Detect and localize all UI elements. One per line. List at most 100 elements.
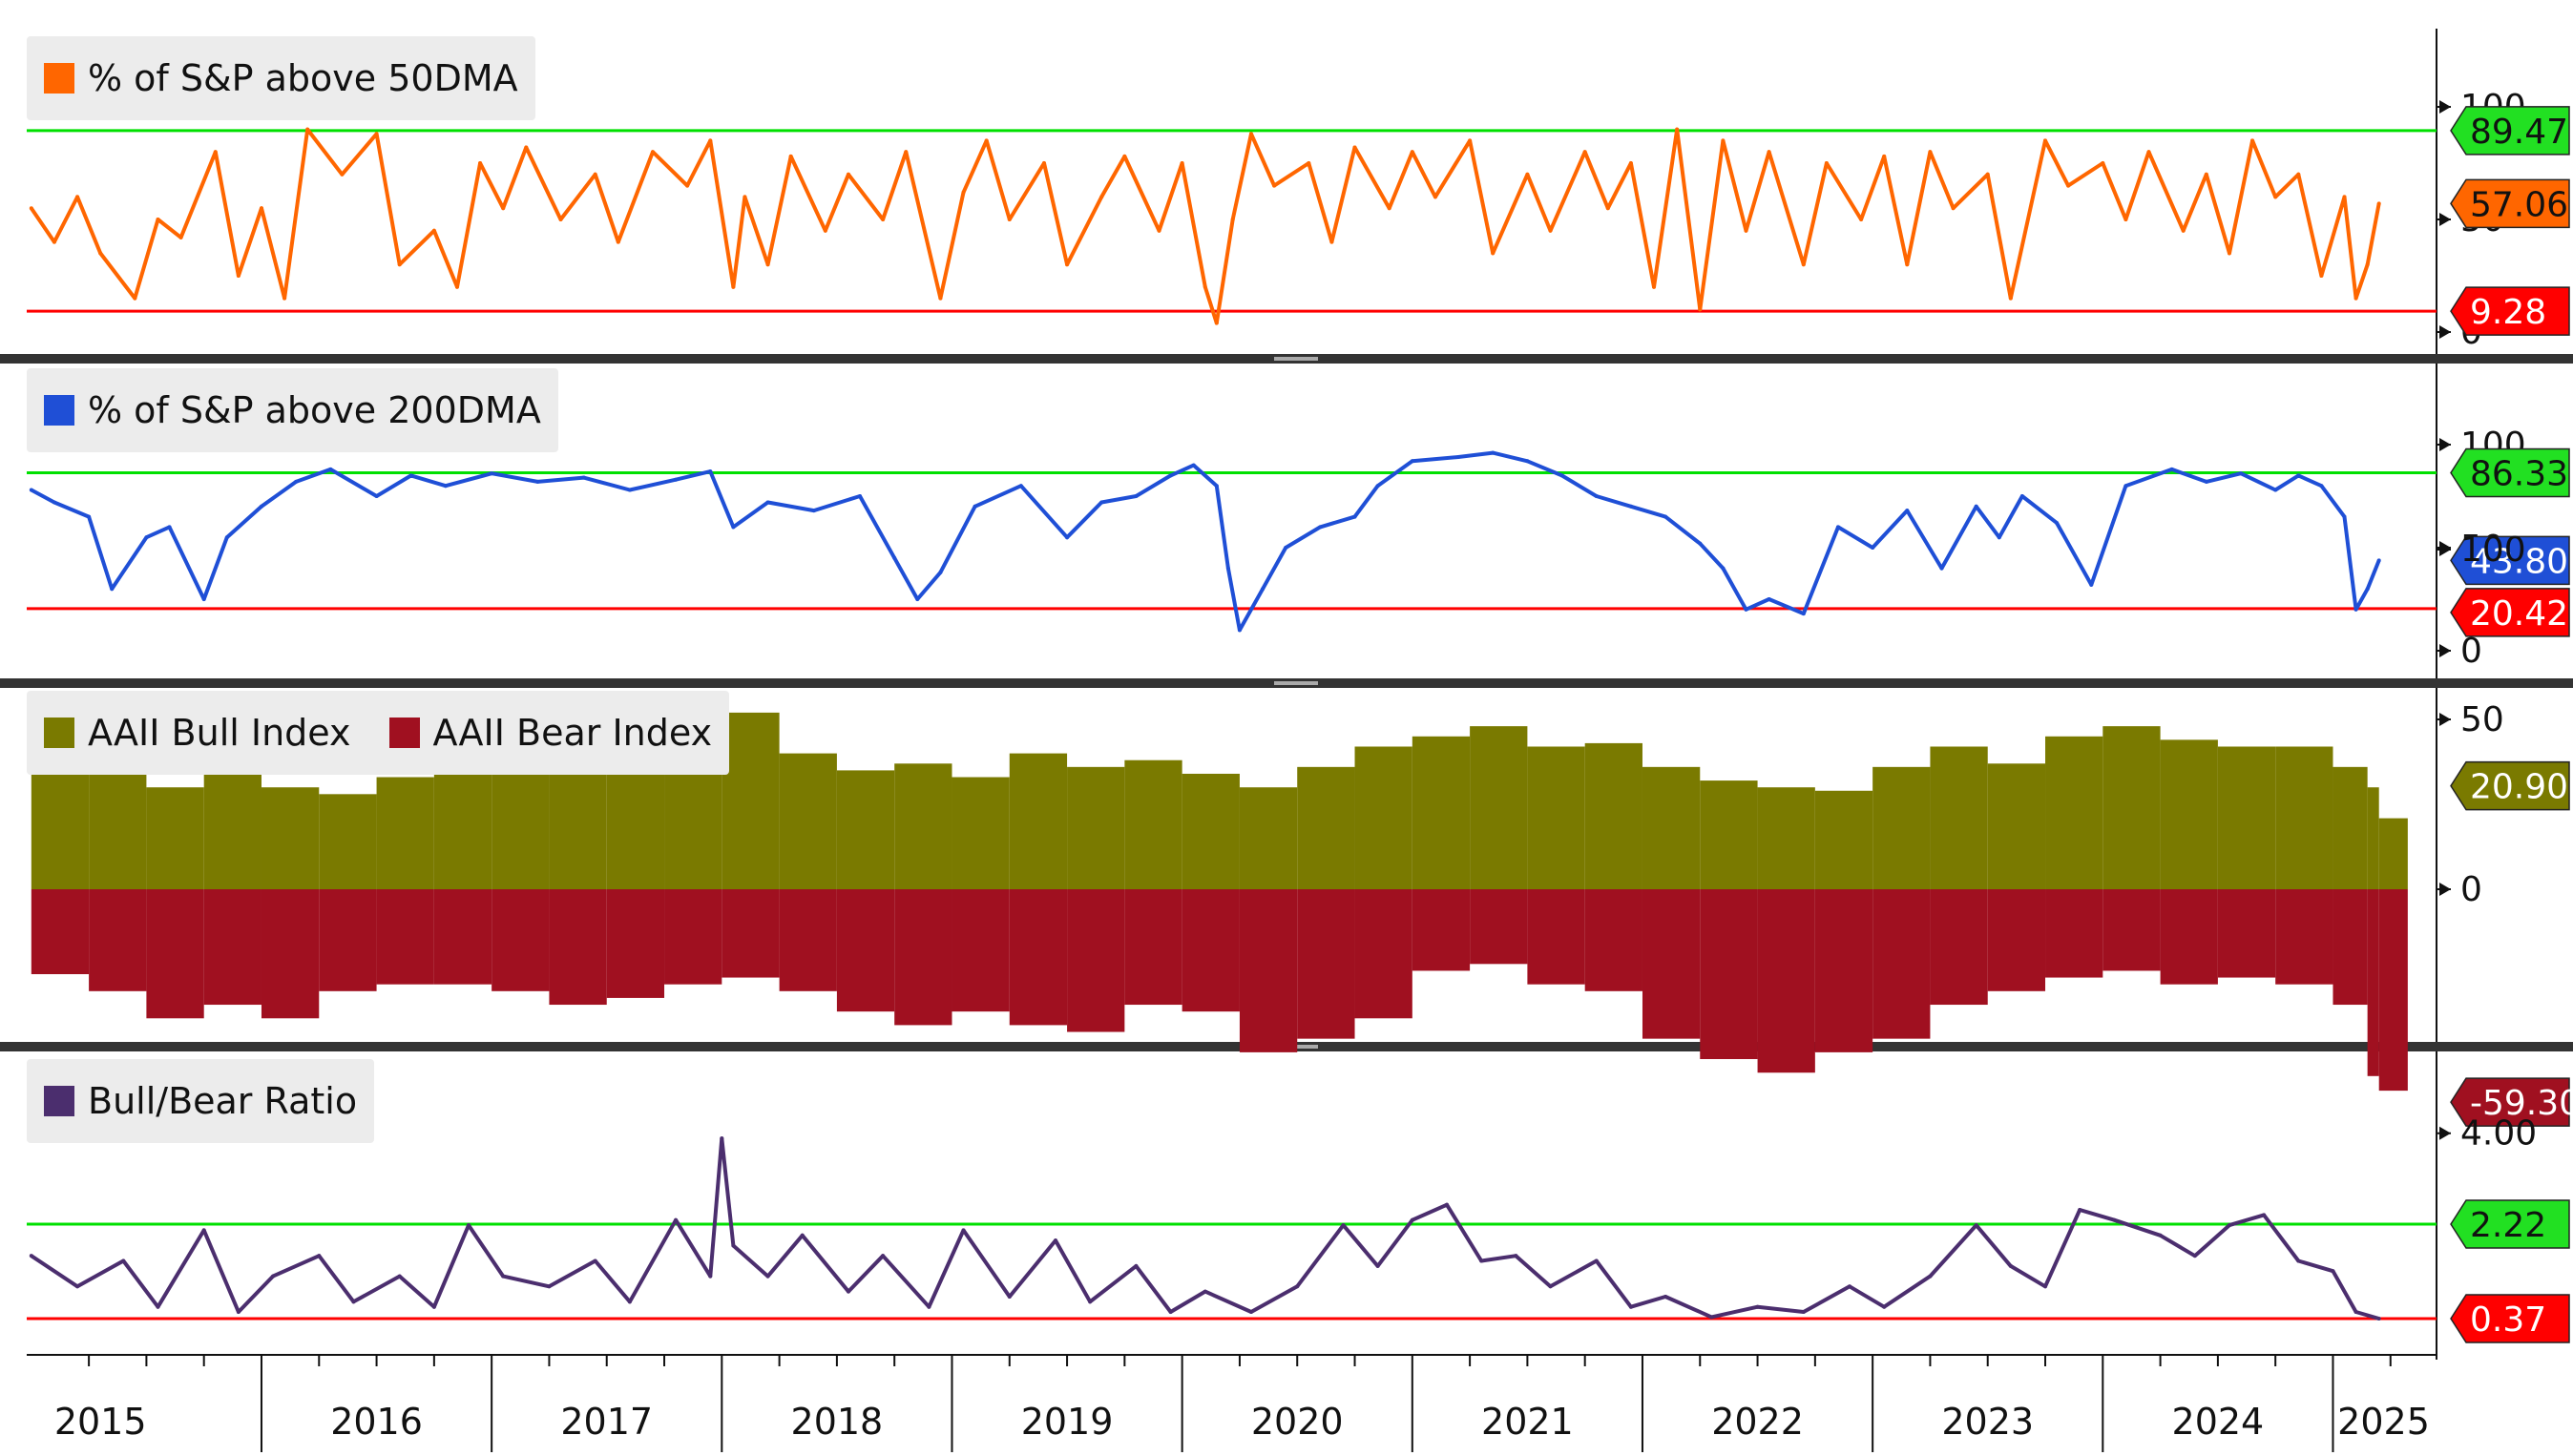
data-point bbox=[524, 145, 529, 150]
bull-bar bbox=[1930, 746, 1988, 889]
bull-bar bbox=[1814, 790, 1873, 889]
bull-bar bbox=[2378, 818, 2408, 889]
bear-bar bbox=[31, 889, 90, 974]
bull-bar bbox=[779, 753, 837, 889]
data-point bbox=[823, 228, 827, 233]
bear-bar bbox=[1814, 889, 1873, 1052]
data-point bbox=[2273, 488, 2278, 492]
data-point bbox=[1559, 473, 1564, 478]
bear-bar bbox=[952, 889, 1010, 1012]
legend-panel-3: AAII Bull Index AAII Bear Index bbox=[27, 691, 730, 775]
bull-bar bbox=[1009, 753, 1068, 889]
data-point bbox=[2296, 473, 2301, 478]
y-tick-p3-0-label: 0 bbox=[2460, 870, 2482, 909]
data-point bbox=[2112, 1217, 2117, 1222]
data-point bbox=[2376, 201, 2381, 206]
data-point bbox=[743, 195, 747, 199]
data-point bbox=[397, 262, 402, 267]
bull-bar bbox=[2045, 736, 2103, 889]
value-tag-p2-low bbox=[2450, 588, 2570, 637]
bull-bar bbox=[1354, 746, 1412, 889]
legend-label: % of S&P above 200DMA bbox=[88, 389, 541, 431]
data-point bbox=[558, 218, 563, 221]
bear-bar bbox=[203, 889, 261, 1006]
data-point bbox=[201, 1228, 206, 1233]
data-point bbox=[984, 138, 989, 143]
bull-bar bbox=[836, 770, 895, 889]
y-tick-p2-100-arrow bbox=[2439, 438, 2451, 451]
panel-divider-grip-2 bbox=[1274, 681, 1318, 685]
data-point bbox=[1628, 1304, 1633, 1309]
data-point bbox=[535, 479, 540, 484]
data-point bbox=[1387, 206, 1391, 211]
data-point bbox=[121, 1258, 126, 1263]
x-tick-label-2023: 2023 bbox=[1941, 1401, 2035, 1443]
data-point bbox=[397, 1274, 402, 1279]
data-point bbox=[708, 1274, 713, 1279]
panel-divider-grip-1 bbox=[1274, 357, 1318, 361]
data-point bbox=[765, 262, 770, 267]
data-point bbox=[1456, 454, 1461, 459]
data-point bbox=[282, 296, 287, 301]
data-point bbox=[1548, 228, 1553, 233]
data-point bbox=[431, 228, 436, 233]
data-point bbox=[1709, 1315, 1714, 1320]
x-tick-label-2024: 2024 bbox=[2171, 1401, 2265, 1443]
data-point bbox=[1698, 541, 1703, 546]
legend-panel-4: Bull/Bear Ratio bbox=[27, 1059, 375, 1143]
bear-bar bbox=[146, 889, 204, 1019]
data-point bbox=[1375, 484, 1380, 489]
data-point bbox=[29, 1254, 33, 1258]
bull-bar bbox=[1584, 742, 1642, 889]
data-point bbox=[1203, 1289, 1207, 1294]
data-point bbox=[1882, 154, 1887, 158]
data-point bbox=[1307, 161, 1311, 165]
bull-bar bbox=[722, 712, 780, 889]
data-point bbox=[1491, 450, 1496, 455]
value-tag-p2-high bbox=[2450, 447, 2570, 498]
data-point bbox=[731, 525, 736, 530]
value-tag-p1-last bbox=[2450, 178, 2570, 229]
data-point bbox=[846, 1289, 850, 1294]
legend-swatch bbox=[388, 718, 420, 748]
data-point bbox=[1548, 1284, 1553, 1289]
bull-bar bbox=[376, 777, 434, 889]
data-point bbox=[1848, 1284, 1852, 1289]
x-tick-label-2017: 2017 bbox=[560, 1401, 654, 1443]
bear-bar bbox=[1297, 889, 1355, 1039]
data-point bbox=[1099, 500, 1104, 505]
bull-bar bbox=[1067, 766, 1125, 889]
data-point bbox=[87, 514, 92, 519]
bull-bar bbox=[1700, 780, 1758, 889]
legend-panel-1: % of S&P above 50DMA bbox=[27, 36, 535, 120]
bear-bar bbox=[1642, 889, 1701, 1039]
legend-label: % of S&P above 50DMA bbox=[88, 57, 518, 99]
data-point bbox=[1134, 1263, 1139, 1268]
legend-entry-aaii-bull: AAII Bull Index bbox=[44, 712, 351, 754]
data-point bbox=[1099, 195, 1104, 199]
data-point bbox=[1744, 228, 1748, 233]
bull-bar bbox=[89, 766, 147, 889]
data-point bbox=[374, 132, 379, 136]
data-point bbox=[2146, 150, 2151, 155]
data-point bbox=[454, 284, 459, 289]
legend-label: AAII Bear Index bbox=[432, 712, 713, 754]
bull-bar bbox=[952, 777, 1010, 889]
bear-bar bbox=[894, 889, 952, 1026]
value-tag-p2-last-label: 43.80 bbox=[2470, 542, 2568, 581]
legend-swatch bbox=[44, 395, 74, 426]
data-point bbox=[811, 509, 816, 513]
data-point bbox=[431, 1304, 436, 1309]
data-point bbox=[1663, 514, 1668, 519]
data-point bbox=[2019, 494, 2024, 498]
data-point bbox=[305, 127, 310, 132]
data-point bbox=[259, 206, 263, 211]
data-point bbox=[1122, 154, 1127, 158]
x-tick-label-2018: 2018 bbox=[790, 1401, 884, 1443]
data-point bbox=[1214, 484, 1219, 489]
data-point bbox=[2043, 138, 2048, 143]
legend-entry-pct-50dma: % of S&P above 50DMA bbox=[44, 57, 518, 99]
data-point bbox=[478, 161, 483, 165]
data-point bbox=[1375, 1263, 1380, 1268]
data-point bbox=[1744, 607, 1748, 612]
